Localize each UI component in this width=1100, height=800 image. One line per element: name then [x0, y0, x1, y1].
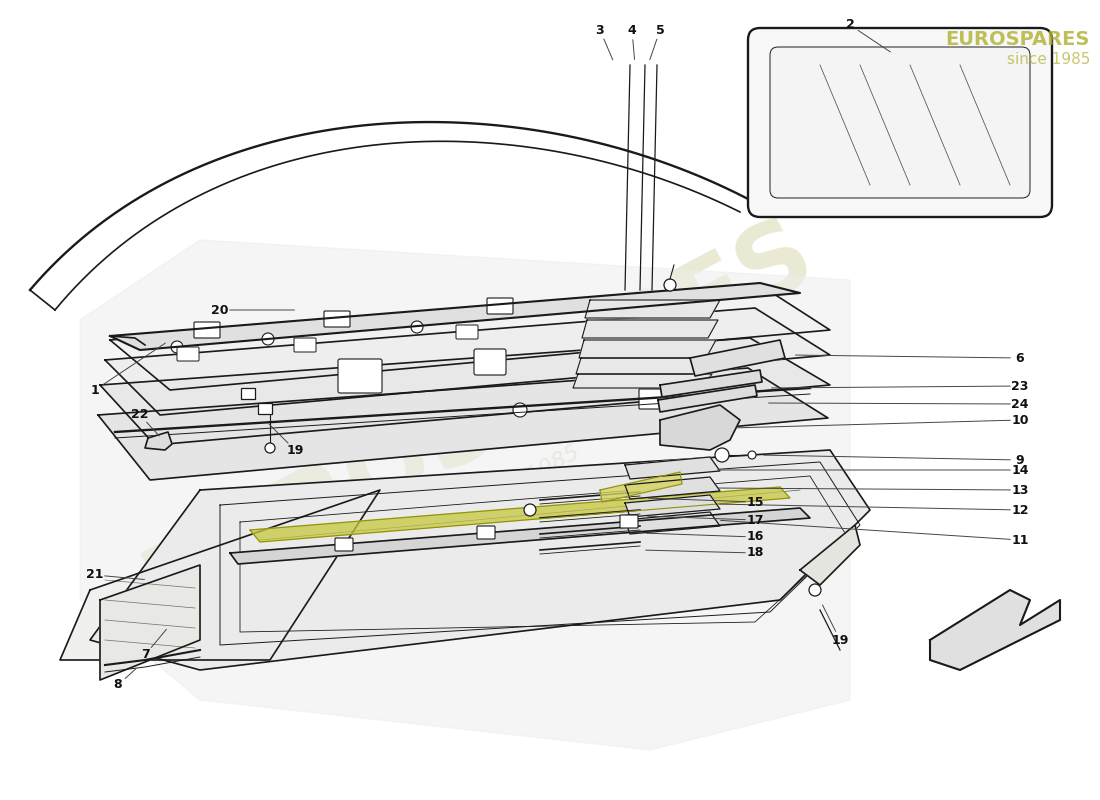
Bar — [258, 403, 272, 414]
Circle shape — [265, 443, 275, 453]
Circle shape — [170, 341, 183, 353]
Text: 20: 20 — [211, 303, 229, 317]
FancyBboxPatch shape — [194, 322, 220, 338]
Circle shape — [748, 451, 756, 459]
Polygon shape — [930, 590, 1060, 670]
Text: 23: 23 — [1011, 379, 1028, 393]
Polygon shape — [576, 358, 714, 374]
Text: 22: 22 — [131, 409, 149, 422]
Polygon shape — [60, 490, 380, 660]
Text: 12: 12 — [1011, 503, 1028, 517]
FancyBboxPatch shape — [474, 349, 506, 375]
Polygon shape — [600, 472, 682, 502]
Text: 21: 21 — [86, 569, 103, 582]
Polygon shape — [230, 508, 810, 564]
Text: EUROSPARES: EUROSPARES — [946, 30, 1090, 49]
Polygon shape — [625, 457, 720, 479]
Text: 2: 2 — [846, 18, 855, 31]
Text: 19: 19 — [832, 634, 849, 646]
Text: 9: 9 — [1015, 454, 1024, 466]
FancyBboxPatch shape — [639, 389, 663, 409]
Bar — [241, 388, 255, 399]
FancyBboxPatch shape — [324, 311, 350, 327]
Circle shape — [808, 584, 821, 596]
Polygon shape — [579, 340, 716, 358]
Circle shape — [715, 448, 729, 462]
Polygon shape — [800, 525, 860, 585]
FancyBboxPatch shape — [748, 28, 1052, 217]
Text: 6: 6 — [1015, 351, 1024, 365]
Text: 7: 7 — [141, 649, 150, 662]
Text: EUROSPARES: EUROSPARES — [130, 203, 830, 637]
Polygon shape — [100, 565, 200, 680]
Polygon shape — [625, 512, 720, 534]
Circle shape — [262, 333, 274, 345]
Polygon shape — [98, 368, 828, 480]
Text: 10: 10 — [1011, 414, 1028, 426]
FancyBboxPatch shape — [456, 325, 478, 339]
FancyBboxPatch shape — [477, 526, 495, 539]
Polygon shape — [582, 320, 718, 338]
Polygon shape — [585, 300, 720, 318]
FancyBboxPatch shape — [177, 347, 199, 361]
FancyBboxPatch shape — [770, 47, 1030, 198]
Circle shape — [524, 504, 536, 516]
Polygon shape — [658, 385, 757, 412]
Polygon shape — [690, 340, 785, 376]
Polygon shape — [90, 450, 870, 670]
Polygon shape — [660, 405, 740, 450]
Polygon shape — [145, 432, 172, 450]
Text: since 1985: since 1985 — [1006, 52, 1090, 67]
Text: 19: 19 — [286, 443, 304, 457]
Text: 13: 13 — [1011, 483, 1028, 497]
Polygon shape — [110, 283, 800, 350]
Circle shape — [411, 321, 424, 333]
Polygon shape — [80, 240, 850, 750]
Text: 11: 11 — [1011, 534, 1028, 546]
FancyBboxPatch shape — [620, 515, 638, 528]
FancyBboxPatch shape — [336, 538, 353, 551]
Text: 15: 15 — [746, 495, 763, 509]
Text: 17: 17 — [746, 514, 763, 526]
Polygon shape — [110, 285, 830, 390]
FancyBboxPatch shape — [338, 359, 382, 393]
Polygon shape — [660, 370, 762, 397]
Text: 4: 4 — [628, 23, 637, 37]
Text: 1: 1 — [90, 383, 99, 397]
FancyBboxPatch shape — [487, 298, 513, 314]
Text: 3: 3 — [596, 23, 604, 37]
Text: 24: 24 — [1011, 398, 1028, 410]
Text: a passion for parts since 1985: a passion for parts since 1985 — [277, 442, 583, 618]
Polygon shape — [625, 477, 720, 499]
Polygon shape — [573, 374, 712, 388]
Text: 5: 5 — [656, 23, 664, 37]
Circle shape — [513, 403, 527, 417]
Text: 14: 14 — [1011, 463, 1028, 477]
Polygon shape — [104, 308, 830, 415]
Polygon shape — [250, 487, 790, 542]
Text: 16: 16 — [746, 530, 763, 543]
FancyBboxPatch shape — [294, 338, 316, 352]
Polygon shape — [625, 495, 720, 517]
Text: 18: 18 — [746, 546, 763, 559]
Polygon shape — [100, 338, 831, 445]
Circle shape — [664, 279, 676, 291]
Text: 8: 8 — [113, 678, 122, 691]
